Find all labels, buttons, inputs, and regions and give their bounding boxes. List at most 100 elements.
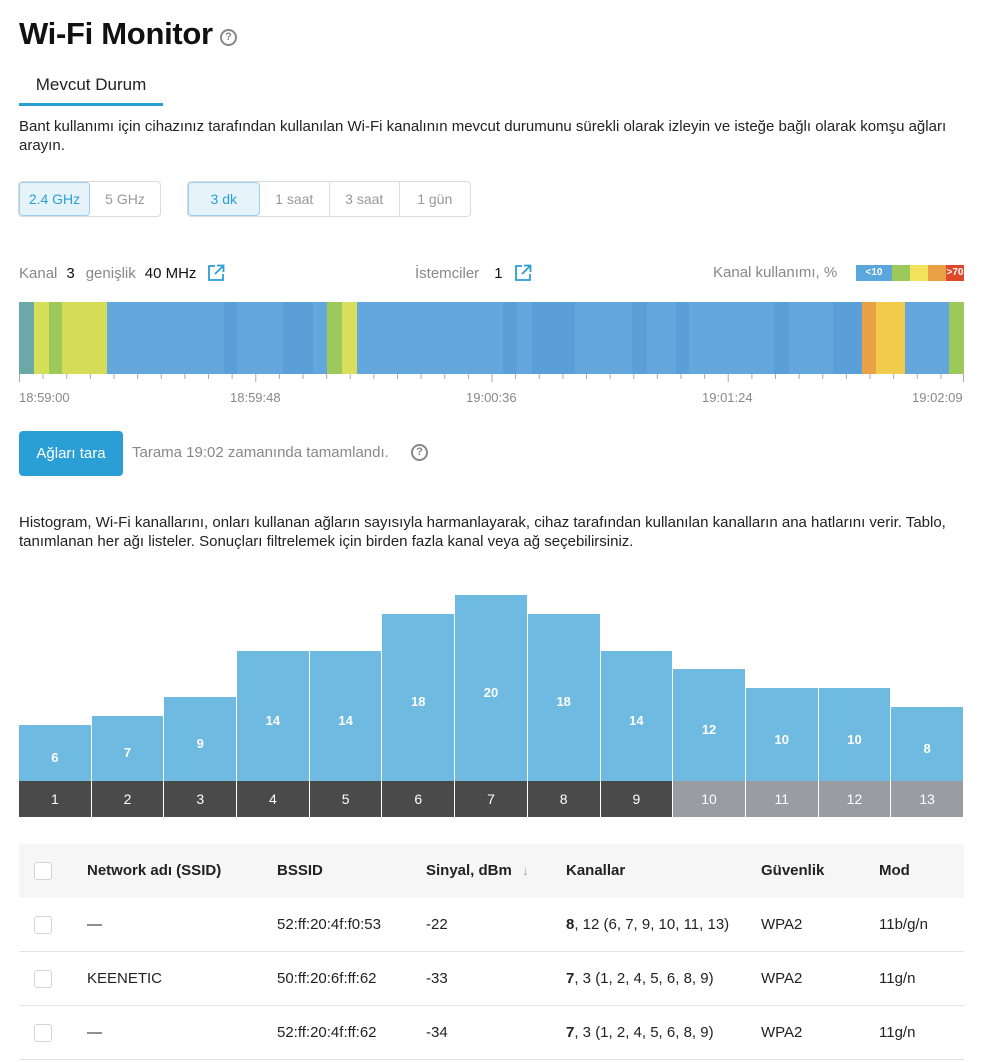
histogram-bar[interactable]: 18 — [527, 613, 601, 781]
legend-swatch — [910, 265, 928, 281]
histogram-bar[interactable]: 9 — [164, 697, 238, 781]
header-signal[interactable]: Sinyal, dBm ↓ — [426, 844, 529, 898]
table-row[interactable]: — 52:ff:20:4f:f0:53 -22 8, 12 (6, 7, 9, … — [19, 898, 964, 952]
histogram-channel-label[interactable]: 3 — [164, 781, 238, 817]
table-row[interactable]: KEENETIC 50:ff:20:6f:ff:62 -33 7, 3 (1, … — [19, 952, 964, 1006]
histogram-channel-label[interactable]: 13 — [891, 781, 964, 817]
histogram-bar[interactable]: 12 — [673, 669, 746, 781]
header-channels[interactable]: Kanallar — [566, 862, 626, 879]
row-channels: 8, 12 (6, 7, 9, 10, 11, 13) — [566, 898, 729, 952]
histogram-value-label: 6 — [51, 750, 59, 766]
histogram-channel-label[interactable]: 1 — [19, 781, 92, 817]
external-link-icon[interactable] — [207, 264, 225, 282]
period-option-3hours[interactable]: 3 saat — [330, 182, 400, 216]
histogram-value-label: 18 — [411, 694, 426, 710]
row-signal: -34 — [426, 1024, 448, 1041]
histogram-bar[interactable]: 14 — [600, 650, 674, 781]
row-bssid: 52:ff:20:4f:f0:53 — [277, 916, 381, 933]
external-link-icon[interactable] — [514, 264, 532, 282]
networks-table: Network adı (SSID) BSSID Sinyal, dBm ↓ K… — [19, 844, 964, 1060]
select-all-checkbox[interactable] — [34, 862, 52, 880]
histogram-bar[interactable]: 7 — [91, 715, 165, 781]
histogram-channel-label[interactable]: 7 — [455, 781, 528, 817]
histogram-value-label: 7 — [123, 745, 132, 761]
header-security[interactable]: Güvenlik — [761, 862, 825, 879]
row-checkbox[interactable] — [34, 1024, 52, 1042]
header-mode[interactable]: Mod — [879, 862, 910, 879]
timeline-segment — [676, 302, 690, 374]
row-mode: 11g/n — [879, 1024, 916, 1041]
table-row[interactable]: — 52:ff:20:4f:ff:62 -34 7, 3 (1, 2, 4, 5… — [19, 1006, 964, 1060]
timeline-segment — [516, 302, 532, 374]
scan-networks-button[interactable]: Ağları tara — [19, 431, 123, 476]
timeline-segment — [327, 302, 343, 374]
timeline-label: 19:02:09 — [912, 390, 963, 405]
channel-info: Kanal 3 genişlik 40 MHz — [19, 264, 225, 282]
histogram-bar[interactable]: 18 — [382, 613, 456, 781]
histogram-channel-label[interactable]: 4 — [237, 781, 310, 817]
timeline-segment — [948, 302, 964, 374]
timeline-segment — [33, 302, 49, 374]
question-circle-icon[interactable]: ? — [411, 444, 428, 461]
histogram-channel-label[interactable]: 8 — [527, 781, 601, 817]
page-title: Wi-Fi Monitor — [19, 16, 213, 51]
row-bssid: 50:ff:20:6f:ff:62 — [277, 970, 377, 987]
histogram-bar[interactable]: 20 — [455, 595, 528, 781]
histogram-bar[interactable]: 6 — [19, 725, 92, 781]
histogram-value-label: 14 — [338, 712, 353, 728]
period-selector: 3 dk 1 saat 3 saat 1 gün — [187, 181, 471, 217]
histogram-value-label: 18 — [556, 694, 571, 710]
timeline-label: 19:00:36 — [466, 390, 517, 405]
row-checkbox[interactable] — [34, 970, 52, 988]
timeline-segment — [689, 302, 703, 374]
legend-swatch: >70 — [946, 265, 964, 281]
timeline-segment — [19, 302, 34, 374]
histogram-channel-label[interactable]: 5 — [309, 781, 383, 817]
histogram-channel-label[interactable]: 12 — [818, 781, 892, 817]
timeline-segment — [283, 302, 314, 374]
secondary-channels: , 3 (1, 2, 4, 5, 6, 8, 9) — [574, 970, 714, 987]
timeline-label: 18:59:48 — [230, 390, 281, 405]
histogram-bar[interactable]: 14 — [237, 650, 310, 781]
timeline-segment — [313, 302, 328, 374]
timeline-segment — [861, 302, 876, 374]
histogram-value-label: 14 — [265, 712, 281, 728]
histogram-channel-label[interactable]: 6 — [382, 781, 456, 817]
period-option-1day[interactable]: 1 gün — [417, 191, 453, 207]
row-checkbox[interactable] — [34, 916, 52, 934]
timeline-segment — [646, 302, 677, 374]
clients-label: İstemciler — [415, 264, 480, 282]
histogram-bar[interactable]: 10 — [818, 688, 892, 781]
timeline-segment — [774, 302, 789, 374]
timeline-segment — [342, 302, 358, 374]
histogram-value-label: 10 — [847, 731, 862, 747]
question-circle-icon[interactable]: ? — [220, 29, 237, 46]
band-option-2-4ghz[interactable]: 2.4 GHz — [19, 182, 90, 216]
header-ssid[interactable]: Network adı (SSID) — [87, 862, 222, 879]
tab-current-status[interactable]: Mevcut Durum — [19, 74, 163, 106]
histogram-bar[interactable]: 8 — [891, 706, 964, 781]
header-bssid[interactable]: BSSID — [277, 862, 323, 879]
histogram-channel-label[interactable]: 9 — [600, 781, 674, 817]
row-channels: 7, 3 (1, 2, 4, 5, 6, 8, 9) — [566, 1006, 714, 1060]
period-option-1hour[interactable]: 1 saat — [260, 182, 330, 216]
histogram-bar[interactable]: 14 — [309, 650, 383, 781]
row-channels: 7, 3 (1, 2, 4, 5, 6, 8, 9) — [566, 952, 714, 1006]
histogram-channel-label[interactable]: 10 — [673, 781, 746, 817]
period-option-3min[interactable]: 3 dk — [188, 182, 260, 216]
primary-channel: 7 — [566, 970, 575, 987]
histogram-channel-label[interactable]: 11 — [745, 781, 819, 817]
usage-legend: <10 >70 — [856, 265, 964, 281]
histogram-bar[interactable]: 10 — [745, 688, 819, 781]
timeline-segment — [832, 302, 862, 374]
timeline-ticks — [19, 374, 964, 382]
row-ssid: KEENETIC — [87, 970, 163, 987]
timeline-segment — [370, 302, 503, 374]
histogram-channel-label[interactable]: 2 — [91, 781, 165, 817]
band-option-5ghz[interactable]: 5 GHz — [105, 191, 145, 207]
legend-swatch: <10 — [856, 265, 892, 281]
channel-usage-timeline — [19, 302, 964, 374]
band-selector: 2.4 GHz 5 GHz — [18, 181, 161, 217]
histogram-value-label: 20 — [483, 685, 499, 700]
